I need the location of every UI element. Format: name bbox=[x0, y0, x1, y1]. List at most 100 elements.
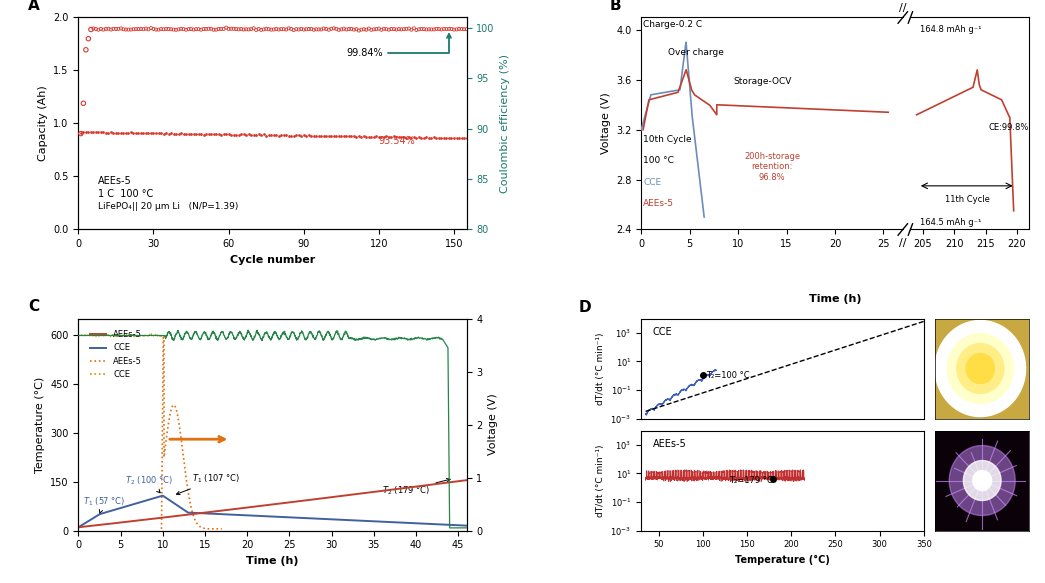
Point bbox=[110, 24, 126, 34]
Point bbox=[346, 25, 363, 34]
X-axis label: Cycle number: Cycle number bbox=[230, 255, 316, 265]
Point bbox=[375, 24, 392, 33]
Point bbox=[328, 132, 345, 141]
Point bbox=[280, 24, 297, 33]
Point bbox=[441, 134, 458, 143]
Point bbox=[220, 129, 237, 139]
Point bbox=[293, 24, 309, 33]
Point bbox=[310, 24, 327, 34]
Point bbox=[368, 24, 385, 34]
Point bbox=[445, 25, 462, 34]
Point bbox=[425, 24, 442, 34]
Text: AEEs-5: AEEs-5 bbox=[98, 177, 132, 187]
Text: CCE: CCE bbox=[643, 178, 661, 187]
Point bbox=[246, 131, 262, 140]
Point bbox=[165, 129, 182, 139]
Point bbox=[405, 24, 422, 33]
Point bbox=[409, 133, 425, 142]
Point bbox=[158, 128, 175, 138]
Point bbox=[95, 25, 112, 34]
Point bbox=[378, 132, 395, 141]
Text: 164.5 mAh g⁻¹: 164.5 mAh g⁻¹ bbox=[920, 217, 981, 227]
Text: LiFePO₄|| 20 μm Li   (N/P=1.39): LiFePO₄|| 20 μm Li (N/P=1.39) bbox=[98, 202, 238, 211]
Point bbox=[192, 129, 209, 139]
Text: T₂=179 °C: T₂=179 °C bbox=[729, 476, 773, 486]
Point bbox=[167, 129, 184, 139]
Point bbox=[305, 131, 322, 141]
Point bbox=[215, 130, 232, 139]
Polygon shape bbox=[967, 353, 995, 384]
Text: Storage-OCV: Storage-OCV bbox=[734, 76, 792, 86]
Point bbox=[268, 24, 284, 34]
Point bbox=[458, 24, 474, 34]
Point bbox=[255, 130, 272, 139]
Point bbox=[363, 132, 379, 141]
Text: D: D bbox=[579, 300, 591, 315]
Point bbox=[253, 130, 270, 139]
Point bbox=[296, 131, 312, 140]
Point bbox=[403, 133, 420, 142]
Text: T₂=100 °C: T₂=100 °C bbox=[705, 371, 749, 380]
Point bbox=[398, 133, 415, 142]
Point bbox=[361, 24, 377, 33]
Point bbox=[450, 24, 467, 34]
Point bbox=[333, 132, 350, 141]
Point bbox=[423, 24, 440, 34]
Point bbox=[441, 24, 458, 34]
Text: 1 C  100 °C: 1 C 100 °C bbox=[98, 189, 153, 199]
Point bbox=[160, 24, 177, 34]
Point bbox=[403, 25, 420, 34]
Point bbox=[215, 24, 232, 34]
Point bbox=[147, 129, 164, 138]
Point bbox=[226, 130, 242, 139]
Point bbox=[355, 131, 372, 141]
Point bbox=[127, 128, 144, 138]
Point bbox=[122, 128, 139, 137]
Point bbox=[318, 131, 334, 141]
Point bbox=[341, 24, 357, 34]
Point bbox=[145, 129, 162, 138]
Point bbox=[335, 24, 352, 33]
Point bbox=[210, 129, 227, 139]
Point bbox=[205, 129, 222, 139]
Text: CE:99.8%: CE:99.8% bbox=[989, 123, 1029, 132]
Point bbox=[133, 24, 149, 34]
Text: AEEs-5: AEEs-5 bbox=[643, 199, 674, 208]
Point bbox=[77, 45, 94, 54]
Point bbox=[271, 131, 287, 141]
Point bbox=[251, 24, 268, 34]
Point bbox=[375, 132, 392, 142]
Point bbox=[454, 134, 470, 143]
Point bbox=[303, 131, 320, 141]
Point bbox=[371, 132, 388, 141]
Point bbox=[145, 24, 162, 34]
Point bbox=[160, 129, 177, 139]
Point bbox=[153, 129, 169, 138]
Point bbox=[388, 133, 404, 142]
Point bbox=[343, 132, 359, 141]
Point bbox=[115, 128, 132, 137]
Text: 100 °C: 100 °C bbox=[643, 156, 674, 166]
Point bbox=[90, 25, 107, 34]
Point bbox=[138, 129, 155, 138]
Point bbox=[88, 127, 104, 136]
Point bbox=[380, 133, 397, 142]
Point bbox=[456, 24, 472, 34]
Point bbox=[135, 128, 152, 138]
Point bbox=[93, 24, 110, 34]
Text: 99.84%: 99.84% bbox=[346, 34, 451, 58]
Text: $T_1$ (57 °C): $T_1$ (57 °C) bbox=[83, 496, 125, 514]
Point bbox=[428, 134, 445, 143]
Point bbox=[433, 133, 449, 142]
Point bbox=[230, 130, 247, 139]
Point bbox=[213, 130, 230, 139]
Point bbox=[205, 25, 222, 34]
Point bbox=[198, 129, 214, 139]
Text: 164.8 mAh g⁻¹: 164.8 mAh g⁻¹ bbox=[920, 26, 981, 34]
Point bbox=[75, 128, 92, 137]
Polygon shape bbox=[963, 461, 1001, 501]
Point bbox=[75, 99, 92, 108]
Text: //: // bbox=[899, 3, 907, 13]
Point bbox=[90, 127, 107, 136]
Y-axis label: Voltage (V): Voltage (V) bbox=[488, 394, 498, 455]
